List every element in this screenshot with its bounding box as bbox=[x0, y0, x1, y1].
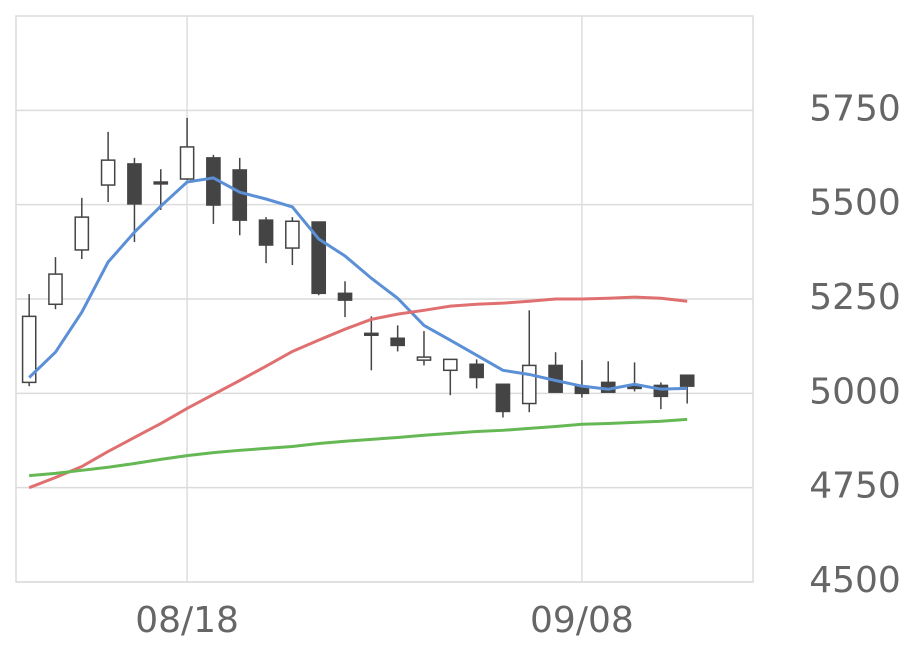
y-tick-label: 4500 bbox=[809, 560, 901, 601]
y-tick-label: 5000 bbox=[809, 371, 901, 412]
candle-body bbox=[100, 159, 116, 186]
candle-body bbox=[285, 220, 300, 249]
candle-body bbox=[521, 364, 537, 405]
x-tick-label: 08/18 bbox=[135, 600, 239, 641]
candle-body bbox=[337, 292, 353, 301]
candle-body bbox=[390, 337, 405, 347]
candle-body bbox=[74, 216, 90, 251]
y-tick-label: 5750 bbox=[809, 88, 901, 129]
candle-body bbox=[179, 146, 195, 180]
candle-body bbox=[127, 163, 142, 205]
moving-average-line bbox=[29, 417, 688, 478]
candle-body bbox=[364, 332, 379, 336]
y-tick-label: 5250 bbox=[809, 277, 901, 318]
candle-body bbox=[21, 315, 37, 384]
candle-body bbox=[442, 358, 458, 372]
moving-average-line bbox=[28, 295, 688, 490]
candle-body bbox=[153, 181, 169, 185]
candle-body bbox=[48, 273, 63, 306]
y-tick-label: 5500 bbox=[809, 183, 901, 224]
y-tick-label: 4750 bbox=[809, 466, 901, 507]
candle-body bbox=[416, 356, 432, 361]
candle-body bbox=[653, 384, 669, 398]
candle-body bbox=[258, 219, 274, 246]
candle-body bbox=[469, 363, 484, 379]
x-tick-label: 09/08 bbox=[530, 600, 634, 641]
candle-body bbox=[495, 383, 511, 413]
candle-body bbox=[627, 385, 642, 390]
candle-body bbox=[232, 169, 248, 221]
moving-average-line bbox=[28, 176, 688, 391]
candle-body bbox=[679, 374, 695, 387]
